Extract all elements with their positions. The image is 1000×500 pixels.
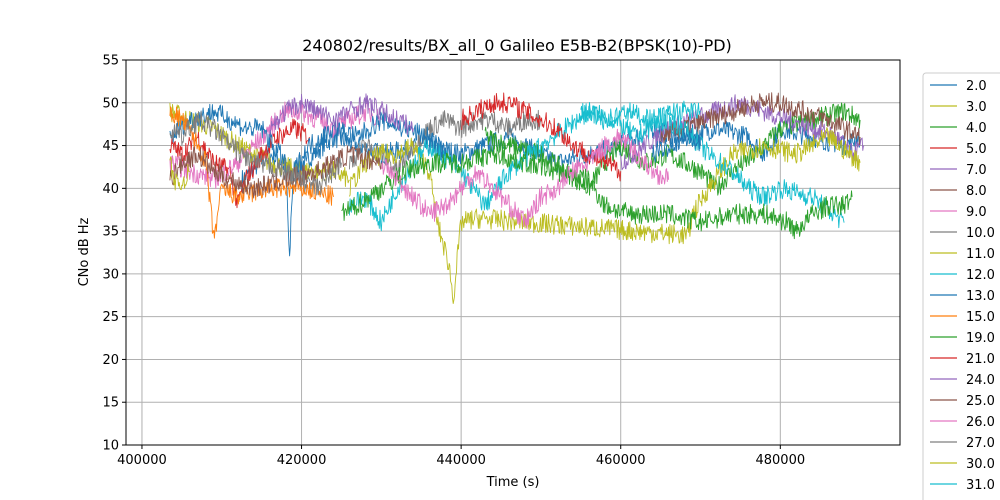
series-line-4-0 bbox=[484, 102, 861, 196]
y-tick-label: 35 bbox=[102, 225, 119, 240]
y-tick-label: 15 bbox=[102, 396, 119, 411]
y-tick-label: 40 bbox=[102, 182, 119, 197]
series-line-30-0 bbox=[169, 156, 191, 191]
legend-item: 27.0 bbox=[930, 436, 995, 451]
legend-label: 21.0 bbox=[966, 352, 995, 367]
legend-label: 25.0 bbox=[966, 394, 995, 409]
legend-item: 21.0 bbox=[930, 352, 995, 367]
y-tick-label: 30 bbox=[102, 267, 119, 282]
legend-item: 19.0 bbox=[930, 331, 995, 346]
legend-item: 8.0 bbox=[930, 184, 987, 199]
series-line-21-0 bbox=[460, 92, 622, 182]
legend-box bbox=[922, 72, 1000, 500]
legend-item: 5.0 bbox=[930, 142, 987, 157]
legend: 2.0 3.0 4.0 5.0 7.0 8.0 9.0 10.0 11.0 12.0 13.0 15.… bbox=[922, 72, 1000, 500]
legend-label: 11.0 bbox=[966, 247, 995, 262]
legend-item: 3.0 bbox=[930, 100, 987, 115]
series-line-8-0 bbox=[660, 92, 861, 147]
y-tick-label: 20 bbox=[102, 353, 119, 368]
legend-item: 2.0 bbox=[930, 79, 987, 94]
legend-item: 9.0 bbox=[930, 205, 987, 220]
legend-label: 24.0 bbox=[966, 373, 995, 388]
legend-label: 8.0 bbox=[966, 184, 987, 199]
legend-label: 19.0 bbox=[966, 331, 995, 346]
series-line-24-0 bbox=[269, 93, 414, 138]
series-line-19-0 bbox=[341, 144, 853, 240]
y-tick-label: 45 bbox=[102, 139, 119, 154]
legend-item: 4.0 bbox=[930, 121, 987, 136]
legend-label: 12.0 bbox=[966, 268, 995, 283]
legend-label: 31.0 bbox=[966, 478, 995, 493]
legend-item: 31.0 bbox=[930, 478, 995, 493]
legend-item: 30.0 bbox=[930, 457, 995, 472]
y-axis-title: CNo dB Hz bbox=[77, 217, 92, 286]
y-tick-label: 55 bbox=[102, 54, 119, 69]
series-line-13-0 bbox=[169, 103, 446, 257]
legend-item: 10.0 bbox=[930, 226, 995, 241]
series-line-33-0 bbox=[652, 127, 701, 163]
chart-title: 240802/results/BX_all_0 Galileo E5B-B2(B… bbox=[302, 36, 732, 56]
legend-item: 11.0 bbox=[930, 247, 995, 262]
legend-label: 30.0 bbox=[966, 457, 995, 472]
legend-label: 5.0 bbox=[966, 142, 987, 157]
y-tick-label: 50 bbox=[102, 96, 119, 111]
legend-label: 3.0 bbox=[966, 100, 987, 115]
series-line-25-0 bbox=[169, 145, 382, 199]
x-tick-label: 440000 bbox=[436, 453, 486, 468]
legend-label: 4.0 bbox=[966, 121, 987, 136]
x-tick-label: 420000 bbox=[277, 453, 327, 468]
legend-label: 15.0 bbox=[966, 310, 995, 325]
y-tick-label: 25 bbox=[102, 310, 119, 325]
axis-ticks: 400000 420000 440000 460000 480000 10 15 20 25 30… bbox=[102, 54, 805, 469]
legend-item: 25.0 bbox=[930, 394, 995, 409]
legend-item: 12.0 bbox=[930, 268, 995, 283]
legend-label: 13.0 bbox=[966, 289, 995, 304]
legend-label: 27.0 bbox=[966, 436, 995, 451]
legend-entries: 2.0 3.0 4.0 5.0 7.0 8.0 9.0 10.0 11.0 12.0 13.0 15.… bbox=[930, 79, 995, 500]
legend-item: 26.0 bbox=[930, 415, 995, 430]
legend-label: 2.0 bbox=[966, 79, 987, 94]
x-axis-title: Time (s) bbox=[486, 475, 540, 490]
legend-label: 7.0 bbox=[966, 163, 987, 178]
x-tick-label: 480000 bbox=[755, 453, 805, 468]
x-tick-label: 460000 bbox=[596, 453, 646, 468]
plot-frame bbox=[125, 59, 901, 446]
legend-item: 15.0 bbox=[930, 310, 995, 325]
series-line-27-0 bbox=[169, 111, 342, 196]
legend-label: 9.0 bbox=[966, 205, 987, 220]
legend-item: 24.0 bbox=[930, 373, 995, 388]
y-tick-label: 10 bbox=[102, 439, 119, 454]
series-lines bbox=[169, 92, 865, 305]
legend-item: 7.0 bbox=[930, 163, 987, 178]
series-line-31-0 bbox=[580, 100, 701, 130]
legend-item: 13.0 bbox=[930, 289, 995, 304]
series-line-26-0 bbox=[380, 128, 670, 230]
x-tick-label: 400000 bbox=[117, 453, 167, 468]
series-line-12-0 bbox=[348, 101, 845, 232]
legend-label: 26.0 bbox=[966, 415, 995, 430]
legend-label: 10.0 bbox=[966, 226, 995, 241]
